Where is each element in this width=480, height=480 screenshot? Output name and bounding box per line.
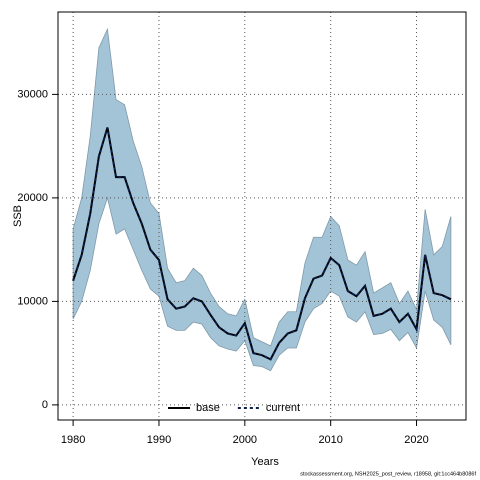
footnote: stockassessment.org, NSH2025_post_review… — [300, 471, 476, 477]
plot-frame — [57, 11, 467, 421]
x-tick-label: 2000 — [233, 434, 257, 446]
x-tick-label: 1980 — [61, 434, 85, 446]
x-tick-label: 1990 — [147, 434, 171, 446]
y-tick-label: 20000 — [17, 192, 48, 204]
y-tick-label: 30000 — [17, 88, 48, 100]
x-tick-label: 2010 — [318, 434, 342, 446]
confidence-band — [72, 27, 452, 372]
legend-label: base — [196, 402, 220, 414]
x-axis-label: Years — [251, 456, 279, 468]
legend-label: current — [266, 402, 300, 414]
y-axis-label: SSB — [12, 205, 24, 227]
y-tick-label: 0 — [42, 399, 48, 411]
series-line — [72, 127, 452, 361]
x-tick-label: 2020 — [404, 434, 428, 446]
y-tick-label: 10000 — [17, 295, 48, 307]
